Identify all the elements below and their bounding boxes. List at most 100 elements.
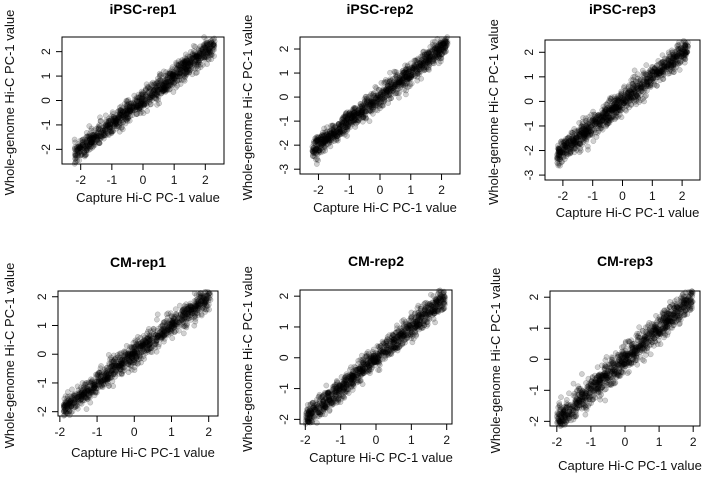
data-point <box>182 74 188 81</box>
data-point <box>75 152 81 159</box>
data-point <box>126 100 132 107</box>
data-point <box>586 128 593 135</box>
data-point <box>83 134 90 140</box>
data-point <box>563 144 570 150</box>
data-point <box>180 68 186 74</box>
data-point <box>112 119 119 126</box>
data-point <box>399 80 405 86</box>
data-point <box>654 82 660 89</box>
x-tick-label: 2 <box>202 173 209 187</box>
data-point <box>604 100 611 107</box>
x-tick-label: 0 <box>377 183 384 197</box>
data-point <box>159 89 166 95</box>
data-point <box>83 394 90 401</box>
data-point <box>177 318 184 325</box>
data-point <box>145 89 151 96</box>
y-axis-label: Whole-genome Hi-C PC-1 value <box>486 19 501 205</box>
data-point <box>115 356 122 363</box>
data-point <box>169 74 176 81</box>
data-point <box>401 86 407 93</box>
data-point <box>436 48 443 54</box>
data-point <box>588 123 594 130</box>
panel-title: iPSC-rep1 <box>110 1 177 17</box>
data-point <box>202 309 209 315</box>
data-point <box>141 348 147 354</box>
data-point <box>160 88 167 94</box>
data-point <box>79 137 86 143</box>
data-point <box>163 86 170 93</box>
data-point <box>659 52 666 59</box>
data-point <box>436 60 442 67</box>
data-point <box>626 104 632 111</box>
data-point <box>202 53 208 60</box>
data-point <box>101 126 108 133</box>
data-point <box>114 114 121 121</box>
data-point <box>141 101 148 107</box>
data-point <box>83 406 90 412</box>
data-point <box>643 75 650 82</box>
data-point <box>140 110 147 117</box>
data-point <box>159 323 166 329</box>
data-point <box>110 111 116 117</box>
data-point <box>135 94 142 101</box>
data-point <box>102 112 109 119</box>
data-point <box>116 123 122 130</box>
data-point <box>185 309 191 316</box>
data-point <box>190 54 196 61</box>
data-point <box>88 136 95 143</box>
data-point <box>172 75 178 82</box>
data-point <box>375 96 382 103</box>
data-point <box>358 101 364 107</box>
data-points <box>302 287 448 427</box>
data-point <box>171 76 177 82</box>
data-point <box>76 143 82 150</box>
data-point <box>170 77 177 84</box>
data-point <box>125 360 131 367</box>
data-point <box>138 106 144 112</box>
data-point <box>115 108 122 114</box>
y-tick-label: -2 <box>277 139 291 150</box>
data-point <box>186 55 193 62</box>
data-point <box>87 138 94 145</box>
data-point <box>591 113 598 120</box>
data-point <box>365 99 372 106</box>
data-point <box>154 334 161 341</box>
data-point <box>393 90 399 97</box>
data-point <box>116 119 123 125</box>
data-point <box>138 95 145 101</box>
data-point <box>73 146 80 153</box>
data-point <box>101 132 108 139</box>
data-point <box>87 141 94 148</box>
data-point <box>598 114 605 121</box>
data-point <box>199 298 206 305</box>
data-point <box>151 87 157 93</box>
data-point <box>112 120 118 126</box>
data-point <box>199 48 206 55</box>
data-point <box>124 114 131 121</box>
data-point <box>164 86 171 93</box>
data-point <box>195 57 202 64</box>
data-point <box>174 65 181 72</box>
data-point <box>108 113 115 120</box>
data-points <box>309 34 451 167</box>
data-point <box>167 310 174 317</box>
data-point <box>136 107 143 113</box>
data-point <box>183 301 189 308</box>
data-point <box>187 59 194 66</box>
data-point <box>122 120 129 127</box>
data-point <box>88 136 95 143</box>
y-tick-label: 2 <box>39 48 53 55</box>
data-point <box>639 83 646 90</box>
data-point <box>190 65 197 72</box>
data-point <box>189 71 196 78</box>
y-tick-label: 1 <box>277 69 291 76</box>
data-point <box>201 54 207 61</box>
data-point <box>154 90 160 97</box>
data-point <box>165 78 172 85</box>
x-axis-label: Capture Hi-C PC-1 value <box>556 205 700 220</box>
data-point <box>349 119 355 126</box>
data-point <box>187 56 194 63</box>
data-point <box>150 79 156 86</box>
data-point <box>169 320 176 326</box>
